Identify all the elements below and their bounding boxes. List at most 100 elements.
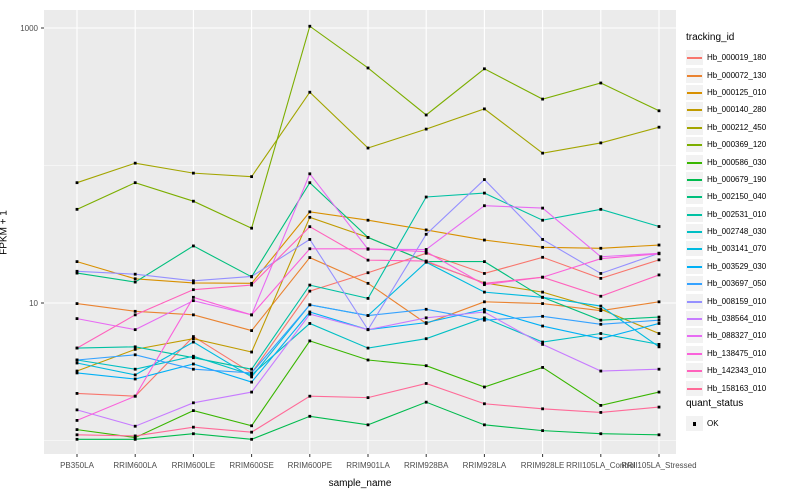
legend-key-swatch <box>686 102 703 118</box>
data-point-Hb_003529_030 <box>599 337 603 341</box>
legend-label: Hb_000019_180 <box>707 53 767 63</box>
data-point-Hb_000019_180 <box>541 255 544 259</box>
data-point-Hb_000125_010 <box>75 260 79 264</box>
data-point-Hb_003697_050 <box>483 318 486 322</box>
data-point-Hb_002748_030 <box>599 332 603 335</box>
legend-entry-Hb_000140_280: Hb_000140_280 <box>686 101 800 118</box>
x-tick-label: RRII105LA_Control <box>566 461 636 470</box>
data-point-Hb_038564_010 <box>483 310 486 314</box>
data-point-Hb_002531_010 <box>599 207 603 211</box>
data-point-Hb_003697_050 <box>133 353 137 357</box>
legend-label: Hb_038564_010 <box>707 314 767 324</box>
data-point-Hb_003697_050 <box>541 314 544 318</box>
legend-key-swatch <box>686 328 703 344</box>
data-point-Hb_038564_010 <box>250 390 253 394</box>
legend-line-icon <box>687 318 702 321</box>
data-point-Hb_002748_030 <box>366 346 370 350</box>
data-point-Hb_088327_010 <box>308 172 312 176</box>
legend-line-icon <box>687 57 702 60</box>
legend-label: Hb_003697_050 <box>707 279 767 289</box>
x-tick-label: RRIM600LA <box>113 461 157 470</box>
legend-line-icon <box>687 387 702 390</box>
data-point-Hb_038564_010 <box>366 328 370 332</box>
data-point-Hb_003529_030 <box>133 377 137 381</box>
legend-entry-Hb_003141_070: Hb_003141_070 <box>686 240 800 257</box>
data-point-Hb_000369_120 <box>657 109 661 113</box>
data-point-Hb_002531_010 <box>483 191 486 195</box>
data-point-Hb_138475_010 <box>75 419 79 422</box>
data-point-Hb_008159_010 <box>250 275 253 278</box>
legend-label: Hb_003529_030 <box>707 261 767 271</box>
data-point-Hb_003529_030 <box>250 380 253 384</box>
data-point-Hb_138475_010 <box>366 247 370 251</box>
data-point-Hb_142343_010 <box>366 258 370 262</box>
data-point-Hb_000586_030 <box>599 404 603 407</box>
x-tick-label: RRII105LA_Stressed <box>621 461 696 470</box>
y-axis-title: FPKM + 1 <box>0 210 10 255</box>
data-point-Hb_038564_010 <box>192 401 195 405</box>
data-point-Hb_000679_190 <box>366 423 370 427</box>
data-point-Hb_000019_180 <box>75 392 79 395</box>
legend-key-swatch <box>686 119 703 135</box>
data-point-Hb_000212_450 <box>75 181 79 185</box>
legend-line-icon <box>687 300 702 303</box>
data-point-Hb_142343_010 <box>308 225 312 229</box>
data-point-Hb_000125_010 <box>599 246 603 250</box>
data-point-Hb_000125_010 <box>424 228 428 232</box>
data-point-Hb_142343_010 <box>424 259 428 263</box>
data-point-Hb_000679_190 <box>192 432 195 436</box>
legend-title: tracking_id <box>686 32 735 43</box>
data-point-Hb_002531_010 <box>657 225 661 228</box>
data-point-Hb_002748_030 <box>308 322 312 325</box>
data-point-Hb_158163_010 <box>599 411 603 414</box>
x-tick-label: RRIM928LE <box>521 461 565 470</box>
data-point-Hb_038564_010 <box>133 424 137 428</box>
legend-line-icon <box>687 109 702 112</box>
legend-key-swatch <box>686 84 703 100</box>
data-point-Hb_158163_010 <box>250 430 253 434</box>
legend-label: Hb_158163_010 <box>707 383 767 393</box>
legend-label: Hb_000586_030 <box>707 157 767 167</box>
legend-entry-Hb_142343_010: Hb_142343_010 <box>686 362 800 379</box>
data-point-Hb_008159_010 <box>192 279 195 283</box>
data-point-Hb_002150_040 <box>192 244 195 248</box>
data-point-Hb_002150_040 <box>599 318 603 322</box>
data-point-Hb_000586_030 <box>657 390 661 394</box>
data-point-Hb_138475_010 <box>657 252 661 256</box>
data-point-Hb_000019_180 <box>599 276 603 280</box>
legend-line-icon <box>687 231 702 234</box>
data-point-Hb_000586_030 <box>424 364 428 368</box>
data-point-Hb_142343_010 <box>75 346 79 350</box>
data-point-Hb_000586_030 <box>250 424 253 428</box>
data-point-Hb_003697_050 <box>424 307 428 311</box>
legend-line-icon <box>687 196 702 199</box>
data-point-Hb_000072_130 <box>657 300 661 304</box>
data-point-Hb_002531_010 <box>308 283 312 287</box>
data-point-Hb_003529_030 <box>308 310 312 314</box>
data-point-Hb_003529_030 <box>75 371 79 375</box>
legend-key-swatch <box>686 276 703 292</box>
legend-line-icon <box>687 178 702 181</box>
data-point-Hb_000369_120 <box>424 113 428 117</box>
data-point-Hb_003141_070 <box>250 375 253 379</box>
data-point-Hb_008159_010 <box>424 232 428 236</box>
data-point-Hb_000679_190 <box>599 432 603 436</box>
data-point-Hb_088327_010 <box>133 328 137 332</box>
data-point-Hb_038564_010 <box>424 316 428 320</box>
quant-legend-title: quant_status <box>686 398 744 409</box>
data-point-Hb_000072_130 <box>192 313 195 317</box>
data-point-Hb_000212_450 <box>366 146 370 150</box>
legend-label: Hb_138475_010 <box>707 348 767 358</box>
data-point-Hb_002748_030 <box>424 337 428 341</box>
data-point-Hb_003697_050 <box>250 371 253 375</box>
data-point-Hb_000212_450 <box>308 90 312 94</box>
data-point-Hb_002531_010 <box>192 356 195 360</box>
legend-line-icon <box>687 248 702 251</box>
data-point-Hb_003141_070 <box>133 373 137 377</box>
legend-label: Hb_000679_190 <box>707 174 767 184</box>
data-point-Hb_000679_190 <box>541 429 544 433</box>
data-point-Hb_003141_070 <box>541 295 544 299</box>
data-point-Hb_002150_040 <box>366 235 370 239</box>
data-point-Hb_000072_130 <box>541 302 544 306</box>
